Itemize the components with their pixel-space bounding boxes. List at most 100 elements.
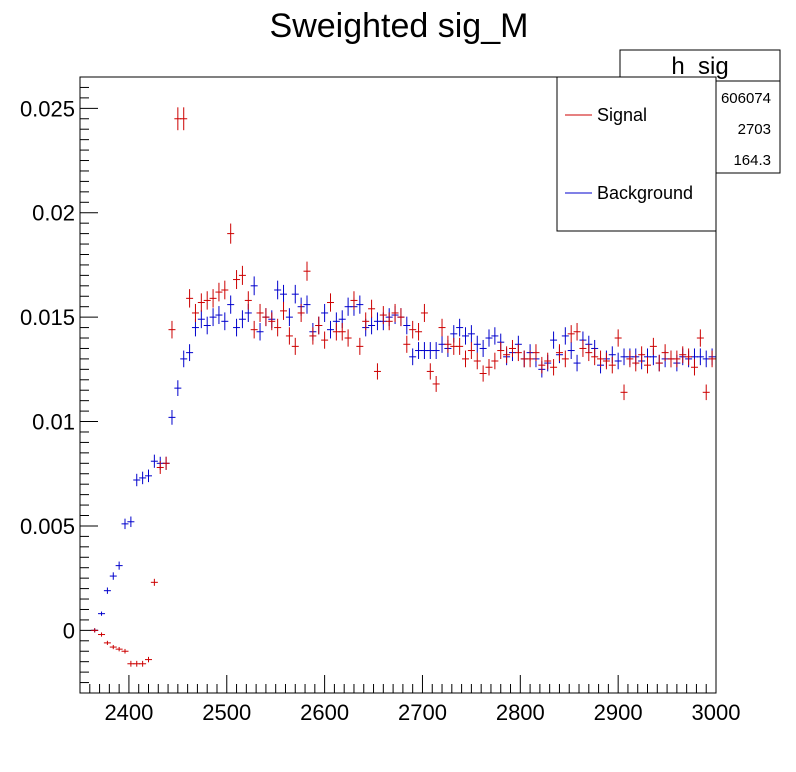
x-tick-label: 3000 [692, 700, 741, 725]
signal-point [250, 320, 258, 339]
signal-point [696, 329, 704, 347]
background-point [133, 473, 141, 487]
signal-point [262, 308, 270, 327]
background-point [221, 312, 229, 331]
background-point [420, 342, 428, 360]
stats-box-title: h_sig [671, 53, 728, 80]
signal-point [144, 656, 152, 663]
background-point [280, 284, 288, 304]
signal-point [291, 337, 299, 355]
signal-point [626, 350, 634, 368]
signal-point [321, 331, 329, 349]
signal-point [462, 350, 470, 368]
background-point [256, 323, 264, 341]
signal-point [508, 339, 516, 357]
background-point [426, 342, 434, 360]
signal-point [368, 299, 376, 318]
signal-point [403, 335, 411, 353]
signal-point [409, 320, 417, 339]
signal-point [579, 339, 587, 357]
signal-point [356, 337, 364, 355]
background-point [614, 352, 622, 370]
background-point [344, 297, 352, 316]
background-point [573, 354, 581, 372]
signal-point [174, 107, 182, 131]
background-point [98, 611, 106, 616]
signal-point [538, 356, 546, 374]
signal-point [444, 335, 452, 353]
background-point [702, 350, 710, 368]
background-point [326, 320, 334, 339]
legend-frame [556, 76, 717, 232]
signal-point [450, 337, 458, 355]
background-point [550, 331, 558, 349]
y-tick-label: 0 [63, 618, 75, 643]
background-point [485, 329, 493, 347]
signal-point [186, 289, 194, 308]
background-point [491, 327, 499, 345]
signal-point [426, 363, 434, 380]
signal-point [638, 346, 646, 364]
signal-point [315, 316, 323, 335]
legend-signal-label: Signal [597, 105, 647, 125]
signal-point [544, 352, 552, 370]
signal-point [415, 323, 423, 341]
background-point [462, 327, 470, 345]
signal-point [432, 376, 440, 392]
background-point [415, 342, 423, 360]
signal-point [350, 291, 358, 310]
legend: Signal Background [556, 76, 717, 232]
signal-point [91, 628, 99, 633]
signal-point [497, 342, 505, 360]
signal-point [585, 344, 593, 362]
background-point [285, 308, 293, 327]
signal-point [420, 303, 428, 322]
background-point [373, 312, 381, 331]
signal-point [150, 578, 158, 586]
signal-point [215, 282, 223, 302]
signal-point [391, 303, 399, 322]
signal-point [385, 312, 393, 331]
signal-point [520, 350, 528, 368]
background-point [144, 469, 152, 483]
stats-stddev-value: 164.3 [733, 152, 771, 169]
background-point [456, 318, 464, 337]
background-point [303, 295, 311, 314]
signal-point [503, 346, 511, 364]
legend-background-label: Background [597, 183, 693, 203]
signal-point [649, 337, 657, 355]
signal-point [309, 327, 317, 345]
background-point [403, 316, 411, 335]
background-point [274, 280, 282, 300]
signal-point [285, 327, 293, 345]
background-point [197, 310, 205, 329]
signal-point [485, 359, 493, 376]
y-tick-label: 0.01 [32, 410, 75, 435]
signal-point [373, 363, 381, 380]
signal-point [203, 291, 211, 310]
background-point [356, 295, 364, 314]
background-point [150, 454, 158, 468]
background-point [227, 295, 235, 314]
signal-point [620, 384, 628, 401]
signal-point [221, 280, 229, 300]
background-point [473, 335, 481, 353]
background-point [233, 318, 241, 337]
x-tick-label: 2400 [104, 700, 153, 725]
signal-point [690, 359, 698, 376]
signal-point [139, 660, 147, 667]
signal-point [244, 291, 252, 310]
signal-point [238, 265, 246, 285]
signal-point [397, 308, 405, 327]
background-point [467, 325, 475, 343]
x-tick-label: 2600 [300, 700, 349, 725]
stats-entries-value: 606074 [721, 90, 771, 107]
signal-point [332, 323, 340, 341]
background-point [368, 316, 376, 335]
signal-point [685, 348, 693, 366]
signal-point [297, 303, 305, 322]
signal-point [197, 293, 205, 312]
background-point [186, 344, 194, 362]
signal-point [655, 354, 663, 372]
